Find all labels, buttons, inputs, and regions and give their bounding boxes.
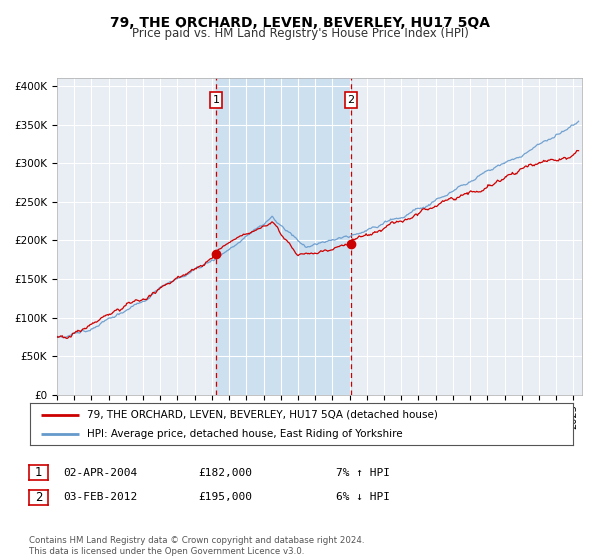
Text: Price paid vs. HM Land Registry's House Price Index (HPI): Price paid vs. HM Land Registry's House …: [131, 27, 469, 40]
Text: 03-FEB-2012: 03-FEB-2012: [64, 492, 138, 502]
Text: 79, THE ORCHARD, LEVEN, BEVERLEY, HU17 5QA (detached house): 79, THE ORCHARD, LEVEN, BEVERLEY, HU17 5…: [87, 409, 438, 419]
Text: 6% ↓ HPI: 6% ↓ HPI: [336, 492, 390, 502]
Text: £182,000: £182,000: [198, 468, 252, 478]
Bar: [216, 78, 351, 395]
Text: 1: 1: [213, 95, 220, 105]
Text: £195,000: £195,000: [198, 492, 252, 502]
Text: 2: 2: [35, 491, 42, 504]
Text: 79, THE ORCHARD, LEVEN, BEVERLEY, HU17 5QA: 79, THE ORCHARD, LEVEN, BEVERLEY, HU17 5…: [110, 16, 490, 30]
Text: HPI: Average price, detached house, East Riding of Yorkshire: HPI: Average price, detached house, East…: [87, 429, 403, 439]
Text: 02-APR-2004: 02-APR-2004: [64, 468, 138, 478]
Text: 1: 1: [35, 466, 42, 479]
Text: 7% ↑ HPI: 7% ↑ HPI: [336, 468, 390, 478]
Text: Contains HM Land Registry data © Crown copyright and database right 2024.
This d: Contains HM Land Registry data © Crown c…: [29, 536, 364, 556]
Text: 2: 2: [347, 95, 355, 105]
